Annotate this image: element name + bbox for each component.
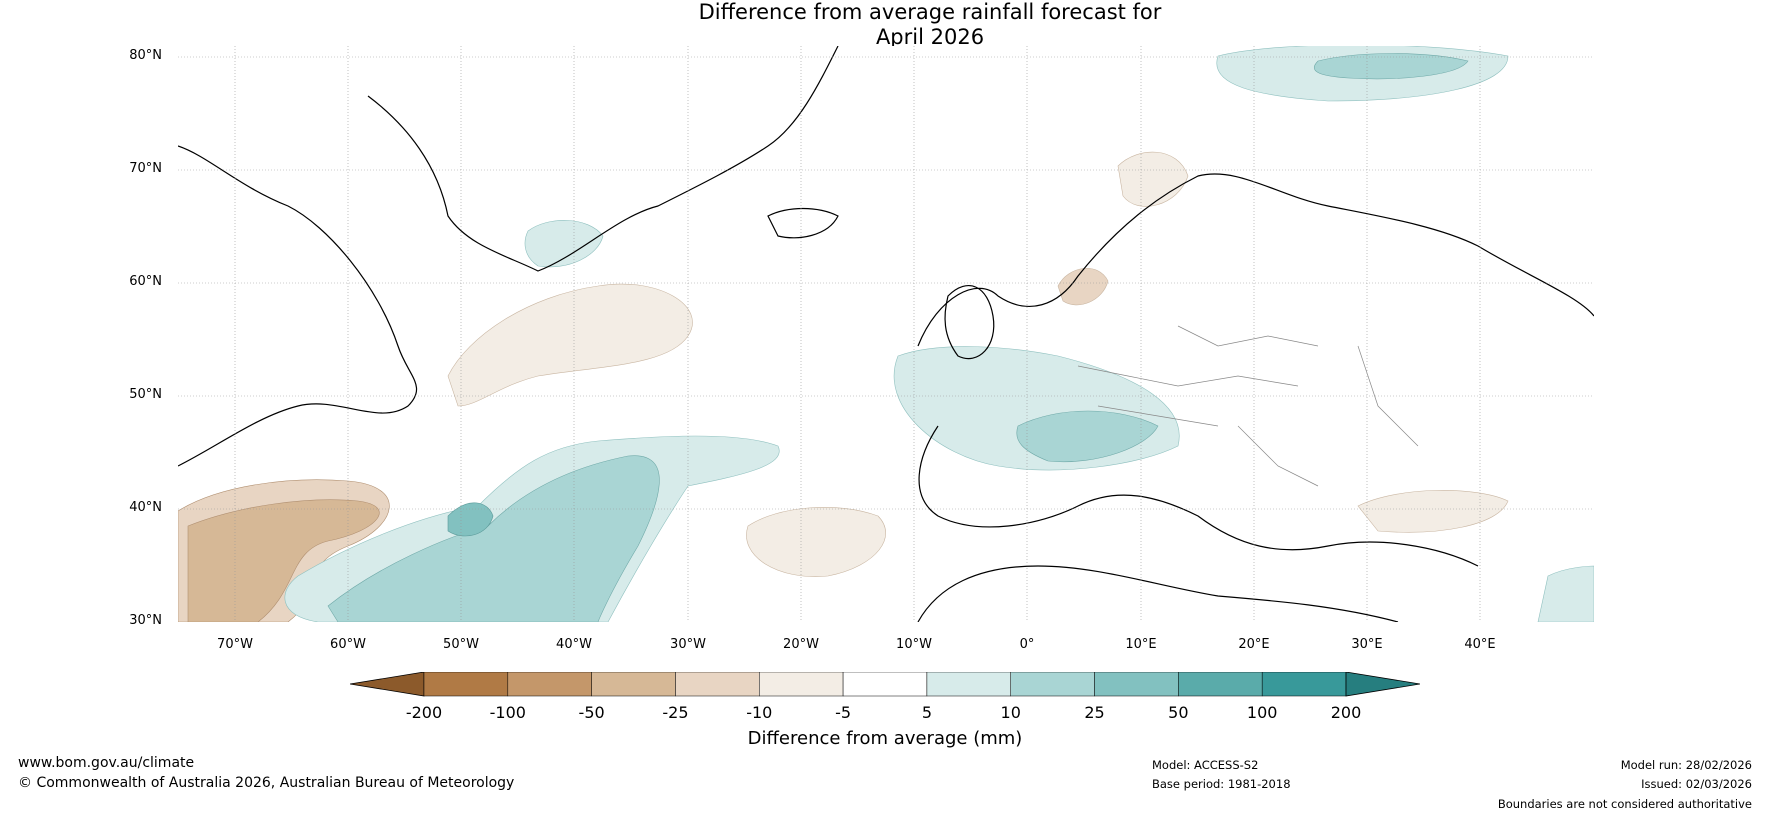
lat-label-60n: 60°N bbox=[129, 274, 162, 289]
colorbar-tick-label: 10 bbox=[1000, 703, 1021, 722]
lon-label-70w: 70°W bbox=[217, 637, 253, 652]
lon-label-50w: 50°W bbox=[443, 637, 479, 652]
coast-iberia-med bbox=[918, 425, 1479, 567]
website-link[interactable]: www.bom.gov.au/climate bbox=[18, 755, 195, 771]
coast-britain bbox=[944, 285, 995, 360]
model-run-date: Model run: 28/02/2026 bbox=[1620, 758, 1752, 772]
lon-label-40e: 40°E bbox=[1464, 637, 1496, 652]
dry-anomaly-norway bbox=[1057, 267, 1109, 306]
lon-label-30e: 30°E bbox=[1351, 637, 1383, 652]
map-svg bbox=[178, 46, 1594, 622]
colorbar-extend-low bbox=[350, 672, 425, 697]
colorbar-tick-label: -200 bbox=[405, 703, 443, 722]
colorbar-tick-label: -5 bbox=[835, 703, 852, 722]
border-lines bbox=[1077, 325, 1419, 487]
coast-africa bbox=[917, 565, 1399, 622]
gridlines bbox=[178, 46, 1594, 622]
lon-label-10w: 10°W bbox=[896, 637, 932, 652]
lon-label-10e: 10°E bbox=[1125, 637, 1157, 652]
colorbar-tick-label: 50 bbox=[1168, 703, 1189, 722]
lat-label-70n: 70°N bbox=[129, 161, 162, 176]
dry-anomaly-scandinavia-north bbox=[1117, 151, 1189, 207]
lat-label-80n: 80°N bbox=[129, 48, 162, 63]
colorbar-title: Difference from average (mm) bbox=[747, 728, 1023, 749]
colorbar-extend-high bbox=[1345, 672, 1420, 697]
colorbar-segment bbox=[759, 672, 844, 697]
colorbar-tick-label: 100 bbox=[1246, 703, 1278, 722]
colorbar-tick-label: 5 bbox=[921, 703, 932, 722]
map-title-line1: Difference from average rainfall forecas… bbox=[698, 0, 1162, 24]
copyright-text: © Commonwealth of Australia 2026, Austra… bbox=[18, 775, 515, 791]
wet-anomaly-europe-core bbox=[1016, 410, 1159, 463]
colorbar-tick-label: 200 bbox=[1330, 703, 1362, 722]
wet-anomaly-greenland bbox=[524, 220, 604, 268]
colorbar bbox=[350, 672, 1420, 697]
map-title-line2: April 2026 bbox=[875, 25, 985, 49]
issued-date: Issued: 02/03/2026 bbox=[1641, 777, 1752, 791]
base-period: Base period: 1981-2018 bbox=[1152, 777, 1291, 791]
dry-anomaly-east-med bbox=[1357, 490, 1509, 533]
dry-anomaly-southwest-core bbox=[187, 499, 380, 622]
lon-label-40w: 40°W bbox=[556, 637, 592, 652]
coast-greenland bbox=[367, 46, 839, 272]
colorbar-tick-label: -10 bbox=[746, 703, 773, 722]
lon-label-30w: 30°W bbox=[670, 637, 706, 652]
colorbar-segment bbox=[842, 672, 928, 697]
wet-anomaly-arctic-core bbox=[1313, 53, 1469, 80]
colorbar-tick-label: -100 bbox=[489, 703, 526, 722]
colorbar-segment bbox=[507, 672, 592, 697]
colorbar-segment bbox=[926, 672, 1011, 697]
colorbar-tick-label: -50 bbox=[578, 703, 605, 722]
boundary-disclaimer: Boundaries are not considered authoritat… bbox=[1497, 797, 1752, 811]
colorbar-segment bbox=[1094, 672, 1179, 697]
colorbar-segment bbox=[1010, 672, 1095, 697]
colorbar-segment bbox=[1178, 672, 1263, 697]
coastlines bbox=[178, 46, 1594, 622]
colorbar-segment bbox=[591, 672, 676, 697]
colorbar-tick-label: 25 bbox=[1084, 703, 1105, 722]
borders bbox=[1077, 325, 1419, 487]
lon-label-20w: 20°W bbox=[783, 637, 819, 652]
wet-anomaly-atlantic-max bbox=[447, 502, 494, 537]
lon-label-60w: 60°W bbox=[330, 637, 366, 652]
dry-anomaly-mid-atlantic bbox=[746, 507, 886, 577]
dry-anomaly-central-atlantic bbox=[447, 283, 693, 407]
coast-europe bbox=[917, 173, 1594, 347]
lon-label-20e: 20°E bbox=[1238, 637, 1270, 652]
map-title: Difference from average rainfall forecas… bbox=[0, 0, 1770, 50]
colorbar-segment bbox=[423, 672, 509, 697]
colorbar-segment bbox=[1261, 672, 1347, 697]
coast-north-america bbox=[178, 145, 418, 467]
map-area bbox=[178, 46, 1594, 622]
colorbar-segment bbox=[675, 672, 760, 697]
lat-label-50n: 50°N bbox=[129, 387, 162, 402]
lon-label-0: 0° bbox=[1019, 637, 1035, 652]
anomaly-shading bbox=[178, 46, 1594, 622]
lat-label-40n: 40°N bbox=[129, 500, 162, 515]
lat-label-30n: 30°N bbox=[129, 613, 162, 628]
coast-iceland bbox=[767, 207, 839, 239]
wet-anomaly-atlantic-core bbox=[327, 455, 660, 622]
wet-anomaly-southeast bbox=[1537, 565, 1594, 622]
model-name: Model: ACCESS-S2 bbox=[1152, 758, 1259, 772]
colorbar-tick-label: -25 bbox=[662, 703, 689, 722]
